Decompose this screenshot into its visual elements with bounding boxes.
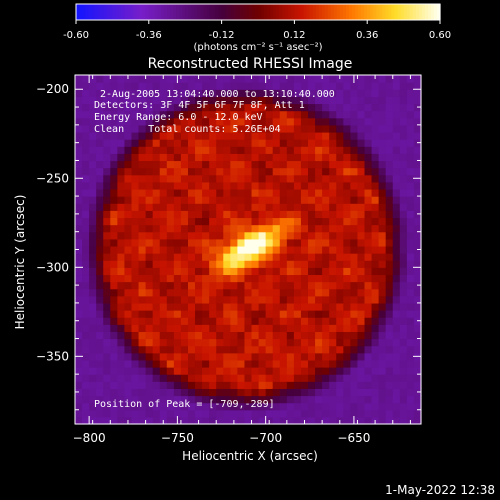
colorbar-tick-label: -0.60 [63,30,89,41]
colorbar-tick-label: 0.36 [356,30,378,41]
colorbar: -0.60 -0.36 -0.12 0.12 0.36 0.60 [63,3,451,41]
annotation-peak-position: Position of Peak = [-709,-289] [94,399,275,410]
y-tick-label: −250 [36,171,69,185]
x-tick-label: −750 [161,431,194,445]
x-axis-label: Heliocentric X (arcsec) [182,449,318,463]
y-tick-label: −350 [36,349,69,363]
colorbar-tick-label: 0.60 [429,30,451,41]
colorbar-tick-label: 0.12 [283,30,305,41]
y-tick-label: −300 [36,260,69,274]
annotation-energy-range: Energy Range: 6.0 - 12.0 keV [94,112,263,123]
annotation-time-range: 2-Aug-2005 13:04:40.000 to 13:10:40.000 [100,89,335,100]
x-tick-label: −650 [337,431,370,445]
colorbar-label: (photons cm⁻² s⁻¹ asec⁻²) [193,42,322,53]
x-tick-label: −700 [249,431,282,445]
axis-ticks: −800 −750 −700 −650 −200 −250 −300 −350 [36,75,421,445]
colorbar-tick-label: -0.36 [136,30,162,41]
annotation-counts: Clean Total counts: 5.26E+04 [94,124,281,135]
footer-timestamp: 1-May-2022 12:38 [385,483,495,497]
chart-title: Reconstructed RHESSI Image [148,56,353,72]
annotation-detectors: Detectors: 3F 4F 5F 6F 7F 8F, Att 1 [94,100,305,111]
colorbar-tick-label: -0.12 [209,30,235,41]
x-tick-label: −800 [73,431,106,445]
y-tick-label: −200 [36,82,69,96]
y-axis-label: Heliocentric Y (arcsec) [13,195,27,330]
